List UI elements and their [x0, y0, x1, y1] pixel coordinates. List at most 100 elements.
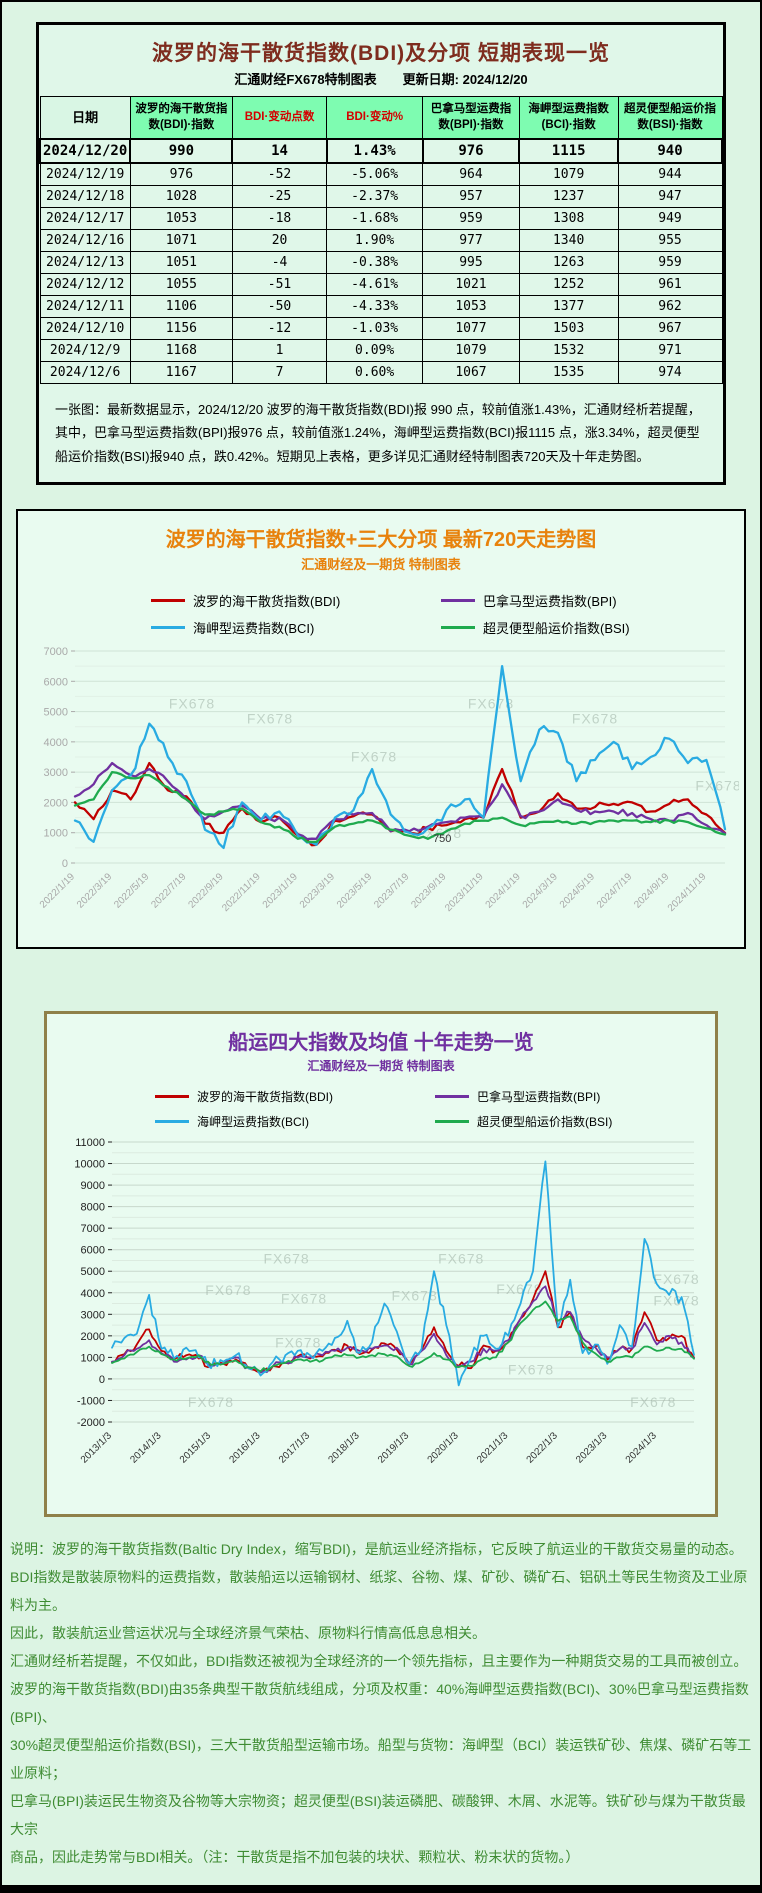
- value-cell: 940: [617, 138, 723, 165]
- table-row: 2024/12/12 1055 -51 -4.61% 1021 1252 961: [39, 273, 723, 297]
- x-tick-label: 2023/9/19: [409, 871, 449, 911]
- value-cell: -4: [231, 251, 328, 275]
- y-tick-label: 5000: [81, 1266, 105, 1278]
- series-line: [73, 762, 727, 841]
- value-cell: 1532: [518, 339, 619, 363]
- value-cell: 0.60%: [326, 361, 424, 385]
- date-cell: 2024/12/20: [38, 138, 132, 165]
- table-summary: 一张图：最新数据显示，2024/12/20 波罗的海干散货指数(BDI)报 99…: [55, 402, 701, 464]
- value-cell: -1.03%: [326, 317, 424, 341]
- legend-swatch: [435, 1095, 469, 1099]
- value-cell: 1079: [422, 339, 520, 363]
- footnote-line: 30%超灵便型船运价指数(BSI)，三大干散货船型运输市场。船型与货物：海岬型（…: [10, 1737, 752, 1782]
- x-tick-label: 2015/1/3: [178, 1430, 214, 1466]
- x-tick-label: 2024/1/19: [484, 871, 524, 911]
- column-header: 巴拿马型运费指数(BPI)·指数: [422, 96, 520, 140]
- footnote-line: 波罗的海干散货指数(BDI)由35条典型干散货航线组成，分项及权重：40%海岬型…: [10, 1681, 749, 1726]
- legend-item: 超灵便型船运价指数(BSI): [381, 1113, 661, 1130]
- legend-label: 海岬型运费指数(BCI): [197, 1115, 309, 1130]
- value-cell: 976: [129, 162, 233, 187]
- y-tick-label: 0: [99, 1374, 105, 1386]
- legend-item: 海岬型运费指数(BCI): [91, 618, 381, 637]
- table-row: 2024/12/20 990 14 1.43% 976 1115 940: [38, 138, 723, 165]
- table-row: 2024/12/10 1156 -12 -1.03% 1077 1503 967: [39, 317, 723, 341]
- x-tick-label: 2018/1/3: [326, 1430, 362, 1466]
- bdi-table-body: 2024/12/20 990 14 1.43% 976 1115 940 2024/12/19…: [38, 138, 723, 385]
- value-cell: 1156: [129, 317, 233, 341]
- short-term-table-panel: 波罗的海干散货指数(BDI)及分项 短期表现一览 汇通财经FX678特制图表 更…: [36, 22, 726, 486]
- legend-swatch: [435, 1120, 469, 1124]
- value-cell: 964: [422, 162, 520, 187]
- y-tick-label: 3000: [81, 1310, 105, 1322]
- x-tick-label: 2013/1/3: [79, 1430, 115, 1466]
- legend-label: 超灵便型船运价指数(BSI): [483, 621, 630, 637]
- x-tick-label: 2017/1/3: [277, 1430, 313, 1466]
- value-cell: 1106: [129, 295, 233, 319]
- date-cell: 2024/12/10: [39, 317, 131, 341]
- x-tick-label: 2024/5/19: [558, 871, 598, 911]
- chart-10year-plot: -2000 -1000 0 1000 2000 3000 4000 5000 6000 7000 8…: [74, 1137, 699, 1466]
- footnote-line: 商品，因此走势常与BDI相关。（注：干散货是指不加包装的块状、颗粒状、粉末状的货…: [10, 1849, 580, 1866]
- value-cell: 944: [617, 162, 723, 187]
- watermark-text: FX678: [653, 1293, 699, 1309]
- value-cell: 1051: [129, 251, 233, 275]
- value-cell: 971: [617, 339, 723, 363]
- table-subtitle: 汇通财经FX678特制图表 更新日期: 2024/12/20: [234, 72, 528, 87]
- value-cell: 961: [617, 273, 723, 297]
- legend-item: 巴拿马型运费指数(BPI): [381, 1088, 661, 1105]
- bdi-table-header-row: 日期 波罗的海干散货指数(BDI)·指数 BDI·变动点数 BDI·变动% 巴拿马型运费…: [39, 96, 723, 140]
- x-tick-label: 2024/11/19: [666, 871, 709, 914]
- x-tick-label: 2024/1/3: [624, 1430, 660, 1466]
- y-tick-label: 6000: [44, 676, 68, 688]
- y-tick-label: 4000: [44, 737, 68, 749]
- value-cell: 990: [129, 138, 234, 165]
- y-tick-label: 2000: [81, 1331, 105, 1343]
- value-cell: -4.61%: [326, 273, 424, 297]
- footnote-line: 说明：波罗的海干散货指数(Baltic Dry Index，缩写BDI)，是航运…: [10, 1541, 743, 1558]
- y-tick-label: 3000: [44, 767, 68, 779]
- x-tick-label: 2023/3/19: [298, 871, 338, 911]
- x-tick-label: 2023/11/19: [443, 871, 486, 914]
- value-cell: 955: [617, 229, 723, 253]
- watermark-text: FX678: [653, 1271, 699, 1287]
- chart-10year-legend: 波罗的海干散货指数(BDI) 巴拿马型运费指数(BPI) 海岬型运费指数(BCI) 超…: [101, 1084, 661, 1134]
- value-cell: 1237: [518, 185, 619, 209]
- value-cell: 1503: [518, 317, 619, 341]
- table-row: 2024/12/19 976 -52 -5.06% 964 1079 944: [39, 162, 723, 187]
- series-line: [111, 1300, 695, 1373]
- value-cell: 1167: [129, 361, 233, 385]
- value-cell: -51: [231, 273, 328, 297]
- date-cell: 2024/12/6: [39, 361, 131, 385]
- date-cell: 2024/12/18: [39, 185, 131, 209]
- value-cell: 1053: [129, 207, 233, 231]
- value-cell: 1021: [422, 273, 520, 297]
- watermark-text: FX678: [275, 1335, 321, 1351]
- legend-item: 巴拿马型运费指数(BPI): [381, 591, 671, 610]
- watermark-text: FX678: [572, 711, 618, 727]
- table-title: 波罗的海干散货指数(BDI)及分项 短期表现一览: [152, 42, 610, 65]
- value-cell: 974: [617, 361, 723, 385]
- value-cell: 976: [421, 138, 521, 165]
- y-tick-label: 1000: [44, 828, 68, 840]
- legend-label: 海岬型运费指数(BCI): [193, 621, 315, 637]
- legend-label: 巴拿马型运费指数(BPI): [483, 594, 617, 610]
- x-tick-label: 2021/1/3: [475, 1430, 511, 1466]
- date-cell: 2024/12/12: [39, 273, 131, 297]
- column-header: BDI·变动点数: [231, 96, 328, 140]
- value-cell: 20: [231, 229, 328, 253]
- value-cell: 1.90%: [326, 229, 424, 253]
- y-tick-label: 10000: [74, 1159, 105, 1171]
- series-line: [73, 665, 727, 850]
- column-header: 海岬型运费指数(BCI)·指数: [518, 96, 619, 140]
- x-tick-label: 2020/1/3: [426, 1430, 462, 1466]
- chart-720day-title: 波罗的海干散货指数+三大分项 最新720天走势图: [165, 529, 597, 552]
- x-tick-label: 2024/7/19: [595, 871, 635, 911]
- y-tick-label: 2000: [44, 798, 68, 810]
- x-tick-label: 2022/3/19: [75, 871, 115, 911]
- value-cell: -1.68%: [326, 207, 424, 231]
- chart-720day-panel: 波罗的海干散货指数+三大分项 最新720天走势图 汇通财经及一期货 特制图表 波…: [16, 509, 746, 950]
- y-tick-label: 6000: [81, 1245, 105, 1257]
- value-cell: -50: [231, 295, 328, 319]
- legend-item: 海岬型运费指数(BCI): [101, 1113, 381, 1130]
